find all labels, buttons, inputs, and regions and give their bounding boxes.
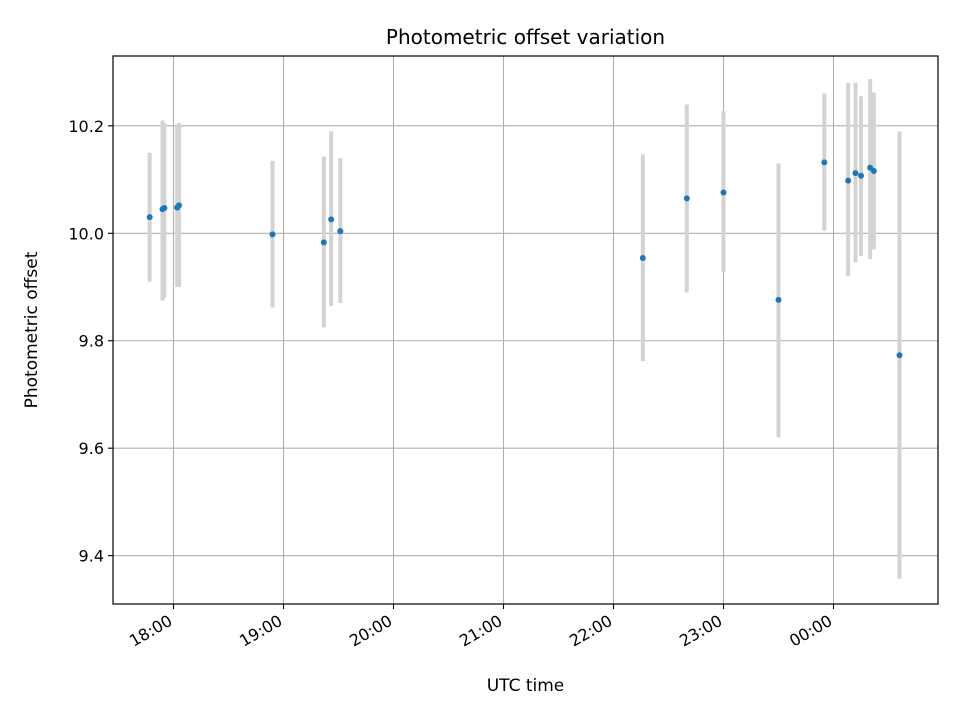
y-tick-label: 10.2 xyxy=(68,117,104,136)
data-point xyxy=(821,159,828,166)
y-tick-label: 9.8 xyxy=(79,332,104,351)
data-points xyxy=(146,159,903,359)
data-point xyxy=(269,231,276,238)
x-axis-title: UTC time xyxy=(487,676,565,696)
y-tick-label: 10.0 xyxy=(68,224,104,243)
data-point xyxy=(639,255,646,262)
data-point xyxy=(845,177,852,184)
data-point xyxy=(146,214,153,221)
data-point xyxy=(161,205,168,212)
data-point xyxy=(328,216,335,223)
y-axis-title: Photometric offset xyxy=(22,251,42,408)
data-point xyxy=(683,195,690,202)
data-point xyxy=(775,296,782,303)
data-point xyxy=(720,189,727,196)
data-point xyxy=(337,228,344,235)
data-point xyxy=(896,352,903,359)
y-axis-ticks: 9.4 9.6 9.8 10.0 10.2 xyxy=(68,117,113,566)
y-tick-label: 9.4 xyxy=(79,547,104,566)
data-point xyxy=(852,170,859,177)
data-point xyxy=(176,202,182,209)
chart-title: Photometric offset variation xyxy=(386,25,665,49)
data-point xyxy=(320,239,327,246)
y-tick-label: 9.6 xyxy=(79,439,104,458)
plot-area-frame xyxy=(112,55,939,605)
data-point xyxy=(870,167,877,174)
data-point xyxy=(858,172,864,179)
